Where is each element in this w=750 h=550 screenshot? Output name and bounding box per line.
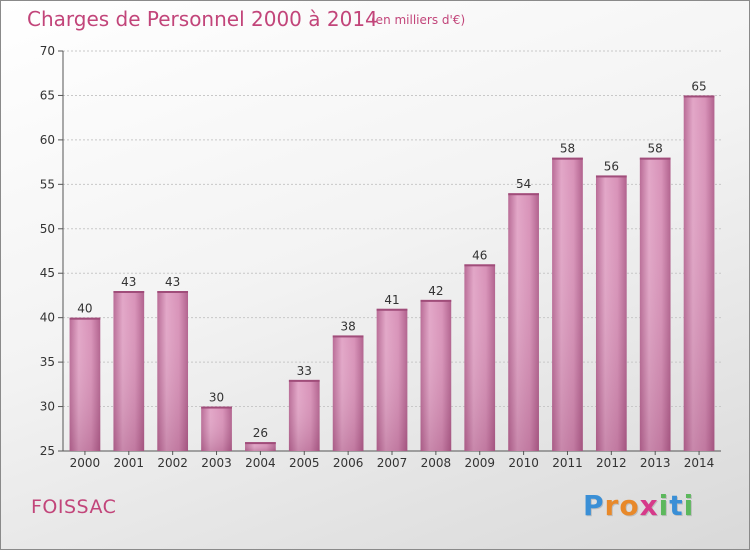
value-label: 43: [121, 275, 136, 289]
bar-top: [288, 379, 320, 382]
y-tick-label: 35: [40, 355, 55, 369]
bar-top: [113, 291, 145, 293]
bar-shade: [595, 175, 627, 451]
value-label: 30: [209, 391, 224, 405]
value-label: 58: [560, 142, 575, 156]
bar-shade: [245, 442, 276, 451]
bar-shade: [201, 406, 232, 451]
bar-top: [69, 317, 101, 320]
x-tick-label: 2011: [552, 456, 583, 470]
bar-top: [595, 175, 627, 178]
proxiti-logo: Proxiti: [583, 489, 694, 522]
commune-name: FOISSAC: [31, 496, 117, 518]
logo-letter: P: [583, 489, 605, 522]
x-tick-label: 2002: [157, 456, 188, 470]
bar-top: [639, 157, 671, 160]
bar-shade: [113, 291, 145, 451]
bar-shade: [376, 308, 408, 451]
value-label: 56: [604, 159, 619, 173]
x-tick-label: 2007: [377, 456, 408, 470]
value-label: 40: [77, 302, 92, 316]
logo-letter: i: [658, 489, 670, 522]
x-tick-label: 2003: [201, 456, 232, 470]
bar-shade: [332, 335, 364, 451]
y-tick-label: 70: [40, 44, 55, 58]
bar-top: [201, 406, 232, 409]
x-tick-label: 2010: [508, 456, 539, 470]
logo-letter: t: [669, 489, 684, 522]
y-tick-label: 55: [40, 177, 55, 191]
value-label: 26: [253, 426, 268, 440]
value-label: 33: [297, 364, 312, 378]
bar-shade: [552, 157, 583, 451]
bar-shade: [420, 299, 452, 451]
bar-top: [552, 157, 583, 160]
x-tick-label: 2008: [421, 456, 452, 470]
value-label: 54: [516, 177, 531, 191]
y-tick-label: 60: [40, 133, 55, 147]
bar-shade: [288, 379, 320, 451]
y-tick-label: 25: [40, 444, 55, 458]
y-tick-label: 40: [40, 311, 55, 325]
logo-letter: x: [639, 489, 659, 522]
y-tick-label: 50: [40, 222, 55, 236]
bar-top: [420, 299, 452, 302]
bar-top: [683, 95, 715, 98]
value-label: 38: [340, 319, 355, 333]
bar-shade: [464, 264, 496, 451]
y-tick-label: 30: [40, 400, 55, 414]
bars: [69, 95, 715, 451]
bar-shade: [683, 95, 715, 451]
bar-top: [157, 291, 189, 293]
bar-shade: [508, 193, 539, 451]
bar-top: [508, 193, 539, 196]
value-label: 41: [384, 293, 399, 307]
bar-shade: [639, 157, 671, 451]
bar-top: [245, 442, 276, 445]
value-label: 42: [428, 284, 443, 298]
value-label: 65: [691, 79, 706, 93]
logo-letter: o: [619, 489, 640, 522]
logo-letter: i: [683, 489, 695, 522]
x-tick-label: 2009: [464, 456, 495, 470]
chart-subtitle: (en milliers d'€): [371, 13, 466, 27]
x-tick-label: 2013: [640, 456, 671, 470]
y-tick-label: 65: [40, 88, 55, 102]
x-tick-label: 2012: [596, 456, 627, 470]
value-label: 43: [165, 275, 180, 289]
bar-shade: [157, 291, 189, 451]
x-tick-label: 2000: [70, 456, 101, 470]
bar-shade: [69, 317, 101, 451]
chart-title: Charges de Personnel 2000 à 2014: [27, 7, 378, 31]
bar-top: [332, 335, 364, 338]
x-tick-label: 2005: [289, 456, 320, 470]
value-label: 58: [648, 142, 663, 156]
x-tick-label: 2004: [245, 456, 276, 470]
bar-top: [376, 308, 408, 311]
value-label: 46: [472, 248, 487, 262]
x-tick-label: 2006: [333, 456, 364, 470]
x-tick-label: 2014: [684, 456, 715, 470]
labels: 25 30 35 40 45 50 55 60 65 70 2000 40 2001 43 2002 43 20…: [40, 44, 715, 470]
bar-top: [464, 264, 496, 267]
y-tick-label: 45: [40, 266, 55, 280]
logo-letter: r: [604, 489, 620, 522]
x-tick-label: 2001: [114, 456, 145, 470]
